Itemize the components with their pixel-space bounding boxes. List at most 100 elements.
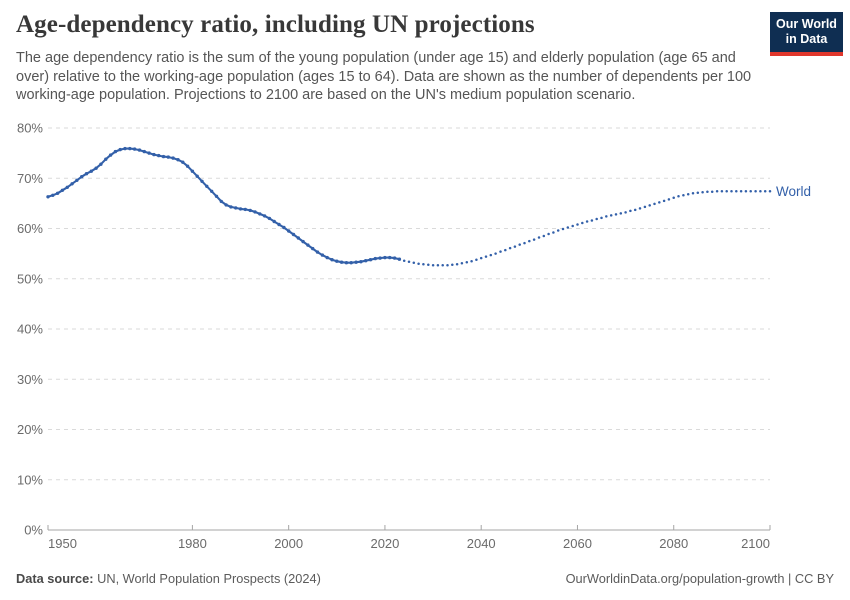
projection-dot[interactable] bbox=[643, 205, 647, 209]
data-point[interactable] bbox=[157, 153, 161, 158]
data-point[interactable] bbox=[234, 206, 238, 210]
data-point[interactable] bbox=[339, 260, 344, 264]
owid-logo[interactable]: Our World in Data bbox=[770, 12, 843, 56]
data-point[interactable] bbox=[190, 169, 195, 173]
data-point[interactable] bbox=[335, 259, 339, 263]
data-point[interactable] bbox=[224, 203, 228, 207]
data-point[interactable] bbox=[349, 261, 353, 265]
projection-dot[interactable] bbox=[528, 239, 531, 243]
data-point[interactable] bbox=[181, 160, 185, 164]
projection-dot[interactable] bbox=[576, 223, 579, 226]
data-point[interactable] bbox=[277, 222, 281, 227]
projection-dot[interactable] bbox=[455, 262, 459, 266]
projection-dot[interactable] bbox=[720, 190, 724, 193]
projection-dot[interactable] bbox=[542, 234, 546, 238]
data-point[interactable] bbox=[89, 169, 94, 173]
data-point[interactable] bbox=[378, 256, 382, 260]
projection-dot[interactable] bbox=[686, 193, 690, 196]
projection-dot[interactable] bbox=[446, 263, 449, 267]
data-point[interactable] bbox=[65, 185, 70, 189]
projection-dot[interactable] bbox=[595, 217, 598, 221]
data-point[interactable] bbox=[137, 148, 142, 152]
projection-dot[interactable] bbox=[475, 258, 478, 261]
projection-dot[interactable] bbox=[566, 226, 570, 229]
projection-dot[interactable] bbox=[571, 224, 574, 228]
projection-dot[interactable] bbox=[470, 259, 473, 263]
data-point[interactable] bbox=[152, 152, 156, 157]
projection-dot[interactable] bbox=[706, 190, 709, 194]
projection-dot[interactable] bbox=[552, 231, 555, 234]
projection-dot[interactable] bbox=[739, 190, 743, 193]
projection-dot[interactable] bbox=[662, 199, 666, 203]
projection-dot[interactable] bbox=[402, 259, 406, 262]
data-point[interactable] bbox=[267, 216, 272, 221]
projection-dot[interactable] bbox=[441, 263, 444, 267]
projection-dot[interactable] bbox=[648, 204, 651, 207]
projection-dot[interactable] bbox=[581, 221, 584, 225]
projection-dot[interactable] bbox=[460, 261, 464, 265]
data-point[interactable] bbox=[219, 199, 223, 204]
data-point[interactable] bbox=[315, 250, 320, 254]
data-point[interactable] bbox=[132, 147, 137, 151]
data-point[interactable] bbox=[84, 172, 89, 176]
projection-dot[interactable] bbox=[754, 190, 757, 193]
projection-dot[interactable] bbox=[682, 194, 685, 197]
data-point[interactable] bbox=[55, 191, 60, 195]
projection-dot[interactable] bbox=[691, 192, 695, 195]
data-point[interactable] bbox=[142, 149, 146, 154]
data-point[interactable] bbox=[296, 236, 300, 240]
data-point[interactable] bbox=[80, 175, 84, 179]
data-point[interactable] bbox=[388, 255, 392, 260]
projection-dot[interactable] bbox=[479, 256, 483, 260]
projection-dot[interactable] bbox=[451, 263, 454, 266]
data-point[interactable] bbox=[94, 166, 98, 170]
data-point[interactable] bbox=[330, 258, 334, 262]
data-point[interactable] bbox=[113, 149, 118, 154]
projection-dot[interactable] bbox=[768, 190, 772, 193]
projection-dot[interactable] bbox=[619, 212, 623, 215]
data-point[interactable] bbox=[161, 154, 166, 159]
projection-dot[interactable] bbox=[417, 262, 420, 265]
data-point[interactable] bbox=[46, 195, 50, 199]
projection-dot[interactable] bbox=[532, 238, 536, 241]
data-point[interactable] bbox=[51, 193, 55, 197]
data-point[interactable] bbox=[238, 207, 243, 211]
projection-dot[interactable] bbox=[629, 209, 632, 213]
data-point[interactable] bbox=[99, 162, 103, 166]
data-point[interactable] bbox=[287, 229, 291, 233]
projection-dot[interactable] bbox=[744, 190, 748, 193]
data-point[interactable] bbox=[354, 260, 358, 264]
projection-dot[interactable] bbox=[585, 220, 589, 223]
data-point[interactable] bbox=[229, 205, 233, 209]
data-point[interactable] bbox=[397, 257, 402, 261]
projection-dot[interactable] bbox=[590, 219, 594, 222]
data-point[interactable] bbox=[373, 256, 377, 261]
data-point[interactable] bbox=[75, 178, 79, 182]
data-point[interactable] bbox=[171, 156, 175, 160]
projection-dot[interactable] bbox=[667, 198, 671, 201]
data-point[interactable] bbox=[311, 246, 315, 251]
projection-dot[interactable] bbox=[494, 252, 497, 255]
projection-dot[interactable] bbox=[658, 201, 661, 204]
projection-dot[interactable] bbox=[523, 241, 526, 245]
projection-dot[interactable] bbox=[600, 216, 603, 220]
projection-dot[interactable] bbox=[725, 190, 728, 193]
data-point[interactable] bbox=[200, 179, 204, 183]
data-point[interactable] bbox=[392, 256, 397, 260]
data-point[interactable] bbox=[383, 255, 387, 260]
projection-dot[interactable] bbox=[547, 232, 550, 236]
projection-dot[interactable] bbox=[499, 250, 502, 253]
projection-dot[interactable] bbox=[508, 246, 512, 250]
data-point[interactable] bbox=[128, 146, 132, 151]
data-point[interactable] bbox=[176, 158, 180, 162]
projection-dot[interactable] bbox=[701, 191, 704, 194]
projection-dot[interactable] bbox=[561, 227, 565, 231]
projection-dot[interactable] bbox=[735, 190, 738, 193]
data-point[interactable] bbox=[210, 189, 214, 193]
projection-dot[interactable] bbox=[759, 190, 762, 193]
data-point[interactable] bbox=[195, 174, 199, 178]
projection-dot[interactable] bbox=[763, 190, 767, 193]
projection-dot[interactable] bbox=[614, 213, 618, 216]
data-point[interactable] bbox=[243, 207, 247, 212]
